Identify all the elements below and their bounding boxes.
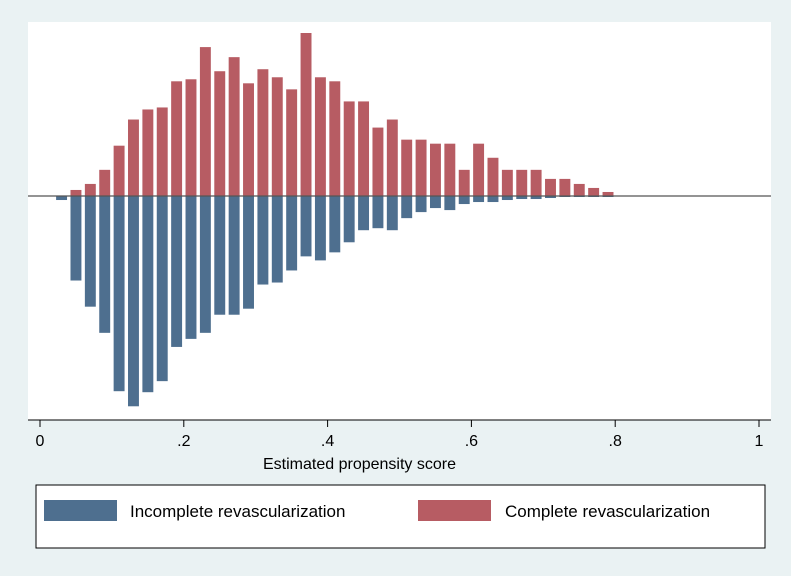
bar-complete-38 — [602, 191, 614, 196]
bar-incomplete-9 — [185, 196, 197, 339]
bar-incomplete-10 — [199, 196, 211, 333]
bar-complete-14 — [257, 69, 269, 196]
bar-complete-11 — [214, 71, 226, 196]
x-axis-title: Estimated propensity score — [263, 456, 456, 473]
bar-complete-6 — [142, 109, 154, 196]
bar-complete-17 — [300, 33, 312, 196]
x-tick-label-1: .2 — [177, 433, 190, 450]
bar-incomplete-33 — [530, 196, 542, 200]
bar-complete-21 — [358, 101, 370, 196]
legend-label-complete: Complete revascularization — [505, 502, 710, 521]
bar-incomplete-28 — [458, 196, 470, 205]
bar-complete-8 — [171, 81, 183, 196]
bar-complete-10 — [199, 47, 211, 197]
complete-series-bars — [70, 33, 614, 197]
bar-complete-33 — [530, 169, 542, 196]
bar-complete-28 — [458, 169, 470, 196]
bar-incomplete-19 — [329, 196, 341, 253]
bar-complete-20 — [343, 101, 355, 196]
bar-complete-27 — [444, 143, 456, 196]
bar-complete-13 — [243, 83, 254, 196]
x-tick-label-4: .8 — [609, 433, 622, 450]
bar-incomplete-6 — [142, 196, 154, 393]
bar-complete-36 — [573, 183, 585, 196]
bar-incomplete-3 — [99, 196, 111, 333]
bar-incomplete-18 — [314, 196, 326, 261]
bar-complete-1 — [70, 189, 82, 196]
legend-box — [35, 484, 766, 549]
bar-incomplete-27 — [444, 196, 456, 211]
bar-incomplete-31 — [501, 196, 513, 201]
x-axis-ticks: 0 .2 .4 .6 .8 1 — [36, 420, 764, 450]
x-tick-label-3: .6 — [465, 433, 478, 450]
bar-complete-2 — [84, 183, 96, 196]
bar-incomplete-7 — [156, 196, 168, 382]
legend-swatch-incomplete — [44, 500, 117, 521]
bar-incomplete-0 — [56, 196, 68, 201]
x-tick-label-2: .4 — [321, 433, 334, 450]
bar-complete-29 — [473, 143, 485, 196]
legend: Incomplete revascularization Complete re… — [35, 484, 766, 549]
bar-complete-31 — [501, 169, 513, 196]
bar-incomplete-26 — [429, 196, 441, 209]
bar-complete-32 — [516, 169, 528, 196]
bar-incomplete-20 — [343, 196, 355, 243]
bar-complete-37 — [588, 187, 600, 196]
bar-complete-7 — [156, 107, 168, 196]
incomplete-series-bars — [56, 196, 614, 407]
bar-complete-24 — [401, 139, 413, 196]
bar-incomplete-32 — [516, 196, 528, 200]
bar-complete-12 — [228, 57, 240, 197]
bar-incomplete-15 — [271, 196, 283, 283]
bar-incomplete-29 — [473, 196, 485, 203]
bar-complete-5 — [128, 119, 139, 196]
bar-complete-9 — [185, 79, 197, 196]
bar-incomplete-2 — [84, 196, 96, 307]
bar-incomplete-13 — [243, 196, 254, 309]
bar-incomplete-14 — [257, 196, 269, 285]
bar-incomplete-22 — [372, 196, 384, 229]
x-tick-label-5: 1 — [755, 433, 764, 450]
bar-complete-15 — [271, 77, 283, 196]
bar-incomplete-25 — [415, 196, 427, 213]
bar-incomplete-21 — [358, 196, 370, 231]
legend-swatch-complete — [418, 500, 491, 521]
plot-area — [28, 22, 771, 420]
bar-incomplete-11 — [214, 196, 226, 315]
bar-complete-23 — [386, 119, 398, 196]
bar-incomplete-16 — [286, 196, 298, 271]
x-tick-label-0: 0 — [36, 433, 45, 450]
legend-label-incomplete: Incomplete revascularization — [130, 502, 345, 521]
bar-incomplete-17 — [300, 196, 312, 257]
bar-incomplete-4 — [113, 196, 125, 392]
bar-complete-22 — [372, 127, 384, 196]
bar-incomplete-30 — [487, 196, 499, 203]
bar-incomplete-1 — [70, 196, 82, 281]
bar-incomplete-34 — [545, 196, 556, 199]
bar-complete-16 — [286, 89, 298, 196]
bar-incomplete-23 — [386, 196, 398, 231]
bar-incomplete-5 — [128, 196, 139, 407]
bar-incomplete-24 — [401, 196, 413, 219]
bar-complete-18 — [314, 77, 326, 196]
bar-complete-26 — [429, 143, 441, 196]
bar-complete-4 — [113, 145, 125, 196]
bar-complete-34 — [545, 178, 556, 196]
bar-complete-19 — [329, 81, 341, 196]
bar-incomplete-8 — [171, 196, 183, 347]
bar-complete-3 — [99, 169, 111, 196]
bar-incomplete-12 — [228, 196, 240, 315]
bar-complete-30 — [487, 157, 499, 196]
bar-complete-35 — [559, 178, 571, 196]
bar-complete-25 — [415, 139, 427, 196]
